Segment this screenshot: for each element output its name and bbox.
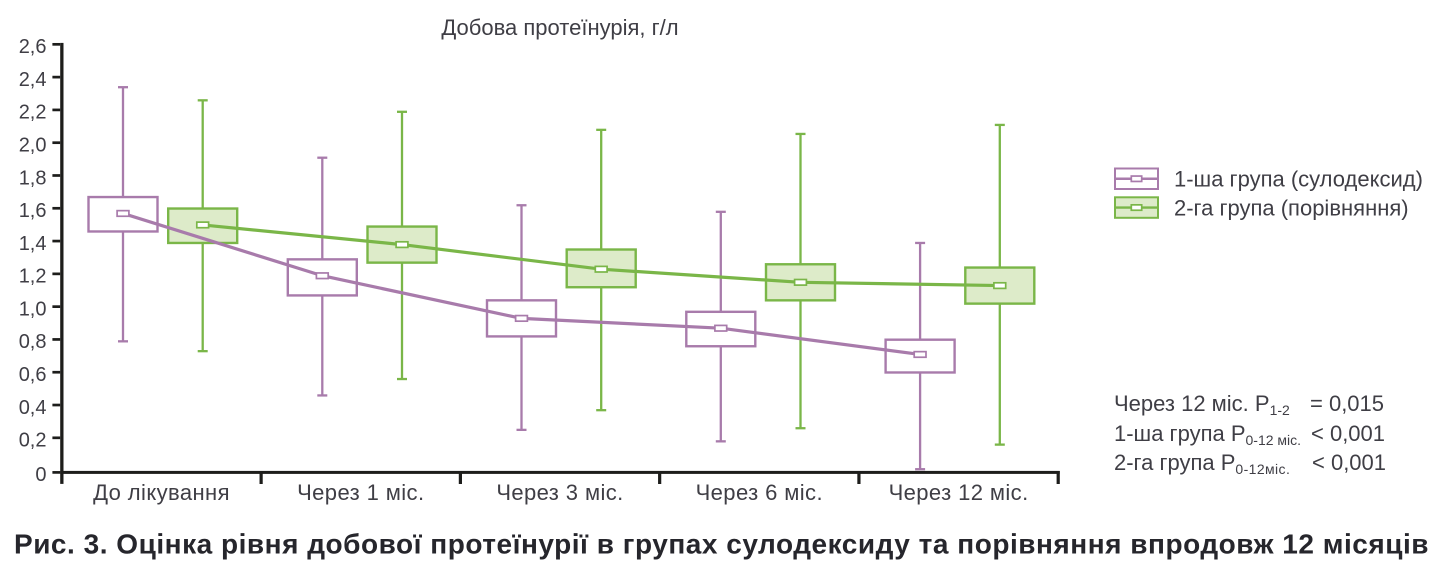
svg-text:Через 1 міс.: Через 1 міс.: [297, 480, 424, 505]
svg-text:Через 3 міс.: Через 3 міс.: [496, 480, 623, 505]
svg-text:Добова протеїнурія, г/л: Добова протеїнурія, г/л: [441, 15, 678, 40]
svg-text:0,6: 0,6: [19, 364, 47, 386]
svg-text:2,4: 2,4: [19, 69, 47, 91]
svg-text:1,0: 1,0: [19, 298, 47, 320]
svg-text:1,2: 1,2: [19, 266, 47, 288]
svg-text:Рис. 3. Оцінка рівня добової п: Рис. 3. Оцінка рівня добової протеїнурії…: [14, 529, 1429, 560]
svg-text:0,4: 0,4: [19, 397, 47, 419]
svg-text:1,6: 1,6: [19, 200, 47, 222]
svg-text:2-га група (порівняння): 2-га група (порівняння): [1174, 195, 1409, 220]
svg-text:Через 12 міс.: Через 12 міс.: [889, 480, 1029, 505]
svg-text:2,6: 2,6: [19, 36, 47, 58]
svg-text:0,2: 0,2: [19, 430, 47, 452]
svg-text:0,8: 0,8: [19, 331, 47, 353]
svg-text:2,2: 2,2: [19, 102, 47, 124]
svg-text:2,0: 2,0: [19, 135, 47, 157]
svg-text:1-ша група Р0-12 міс.< 0,001: 1-ша група Р0-12 міс. < 0,001: [1114, 421, 1385, 448]
svg-text:До лікування: До лікування: [93, 480, 230, 505]
svg-text:1-ша група (сулодексид): 1-ша група (сулодексид): [1174, 167, 1423, 192]
svg-text:1,8: 1,8: [19, 167, 47, 189]
svg-text:Через 6 міс.: Через 6 міс.: [696, 480, 823, 505]
svg-text:Через 12 міс. Р1-2= 0,015: Через 12 міс. Р1-2 = 0,015: [1114, 391, 1384, 418]
svg-text:1,4: 1,4: [19, 233, 47, 255]
svg-text:0: 0: [35, 464, 46, 486]
